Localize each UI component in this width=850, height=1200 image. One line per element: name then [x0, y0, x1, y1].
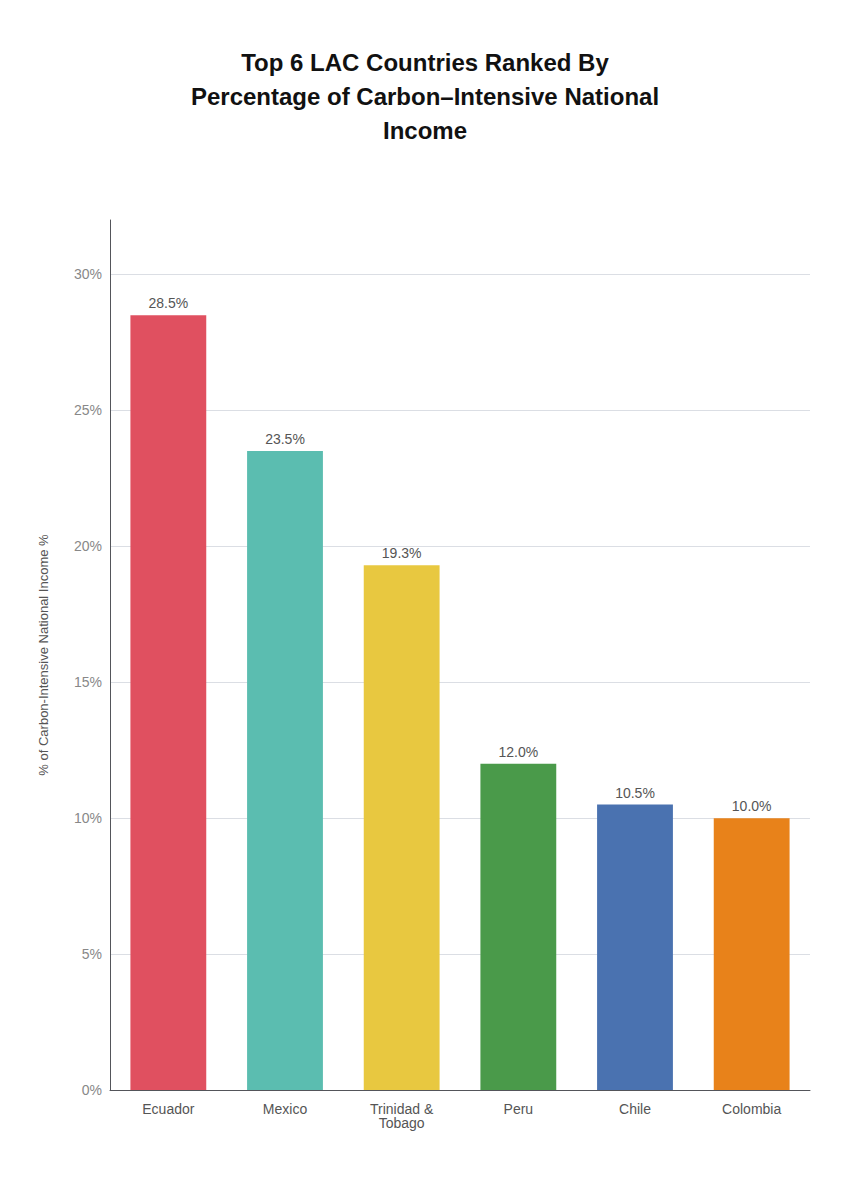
svg-text:10.5%: 10.5%: [615, 785, 655, 801]
svg-text:Mexico: Mexico: [263, 1101, 308, 1117]
svg-text:12.0%: 12.0%: [498, 744, 538, 760]
svg-text:Colombia: Colombia: [722, 1101, 781, 1117]
svg-text:23.5%: 23.5%: [265, 431, 305, 447]
svg-text:Tobago: Tobago: [379, 1115, 425, 1131]
svg-text:Chile: Chile: [619, 1101, 651, 1117]
svg-text:28.5%: 28.5%: [148, 295, 188, 311]
svg-text:0%: 0%: [82, 1082, 102, 1098]
svg-text:Income: Income: [383, 117, 467, 144]
svg-text:Top 6 LAC Countries Ranked By: Top 6 LAC Countries Ranked By: [241, 49, 609, 76]
svg-text:15%: 15%: [74, 674, 102, 690]
svg-text:Ecuador: Ecuador: [142, 1101, 194, 1117]
svg-text:30%: 30%: [74, 266, 102, 282]
svg-text:Percentage of Carbon–Intensive: Percentage of Carbon–Intensive National: [191, 83, 659, 110]
svg-text:Peru: Peru: [504, 1101, 534, 1117]
svg-text:% of Carbon-Intensive National: % of Carbon-Intensive National Income %: [36, 534, 51, 776]
svg-text:10.0%: 10.0%: [732, 798, 772, 814]
svg-text:10%: 10%: [74, 810, 102, 826]
svg-text:20%: 20%: [74, 538, 102, 554]
svg-text:19.3%: 19.3%: [382, 545, 422, 561]
svg-text:5%: 5%: [82, 946, 102, 962]
svg-text:Trinidad &: Trinidad &: [370, 1101, 434, 1117]
svg-text:25%: 25%: [74, 402, 102, 418]
